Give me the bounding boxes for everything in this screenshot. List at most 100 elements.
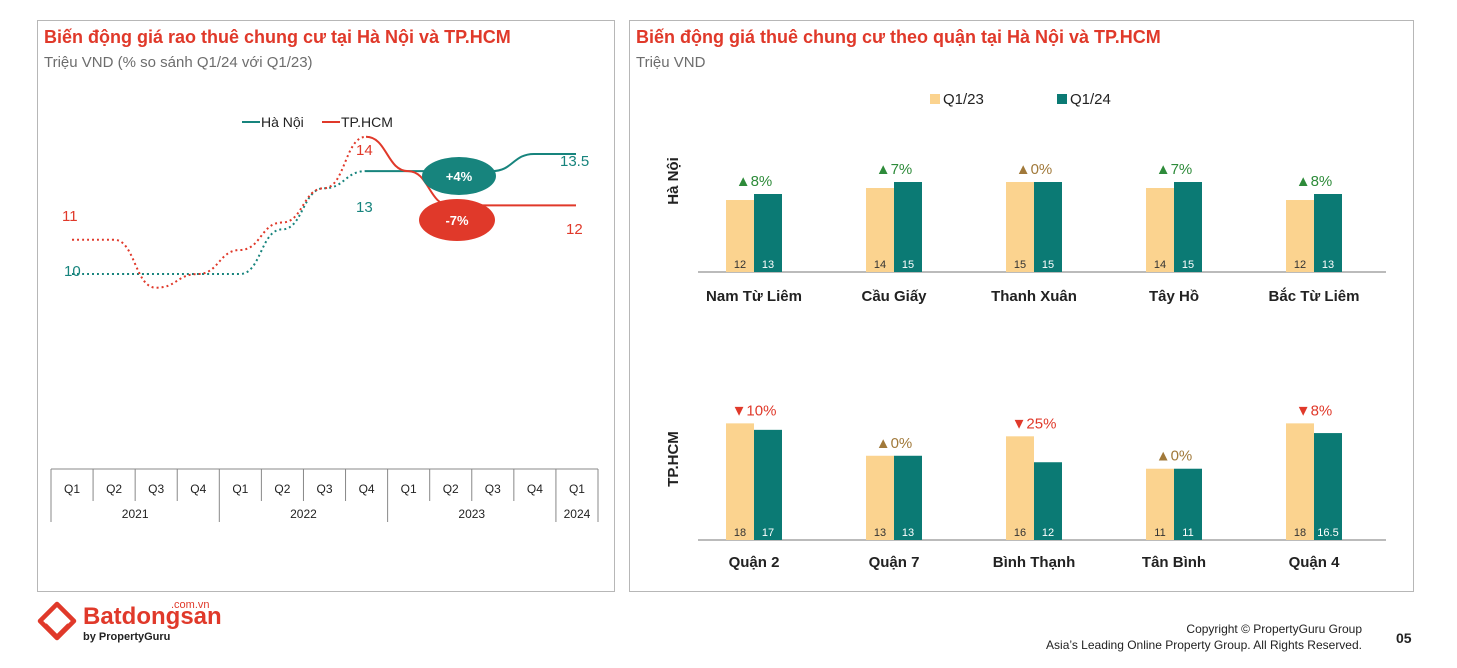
bar-value-label: 11: [1154, 527, 1165, 539]
line-chart: Hà Nội TP.HCM 11 10 14 13 13.5 12 +4% -7% Q1 Q2 Q3 Q4…: [50, 114, 599, 522]
bar-value-label: 16: [1014, 527, 1026, 539]
change-label: ▲0%: [876, 435, 913, 452]
row-label: TP.HCM: [665, 431, 682, 487]
legend-label-hcm: TP.HCM: [341, 114, 393, 130]
logo-brand: Batdongsan: [83, 603, 222, 630]
line-chart-panel: Biến động giá rao thuê chung cư tại Hà N…: [37, 20, 615, 592]
change-label: ▼8%: [1296, 402, 1333, 419]
x-tick-label: Q1: [64, 482, 80, 496]
category-label: Quận 2: [729, 554, 780, 571]
x-year-label: 2024: [564, 507, 591, 521]
category-label: Thanh Xuân: [991, 288, 1077, 305]
category-label: Quận 7: [869, 554, 920, 571]
bar-value-label: 12: [1294, 259, 1306, 271]
change-label: ▲8%: [736, 173, 773, 190]
batdongsan-logo[interactable]: Batdongsan .com.vn by PropertyGuru: [37, 599, 237, 649]
bar-q123: [1286, 423, 1314, 540]
bar-value-label: 15: [1182, 259, 1194, 271]
bar-q124: [1174, 182, 1202, 272]
page-number: 05: [1396, 630, 1412, 646]
bar-value-label: 14: [1154, 259, 1166, 271]
line-chart-subtitle: Triệu VND (% so sánh Q1/24 với Q1/23): [44, 54, 313, 71]
x-tick-label: Q1: [569, 482, 585, 496]
bar-value-label: 13: [874, 527, 886, 539]
bar-q123: [1286, 200, 1314, 272]
x-tick-label: Q3: [485, 482, 501, 496]
change-label: ▼10%: [732, 402, 777, 419]
bar-q124: [894, 182, 922, 272]
change-label: ▲7%: [1156, 161, 1193, 178]
x-tick-label: Q2: [274, 482, 290, 496]
bar-q123: [1146, 468, 1174, 540]
bar-value-label: 15: [902, 259, 914, 271]
bar-value-label: 13: [762, 259, 774, 271]
hanoi-change-badge: [422, 157, 496, 195]
bar-value-label: 18: [734, 527, 746, 539]
bar-q124: [754, 194, 782, 272]
change-label: ▼25%: [1012, 415, 1057, 432]
x-tick-label: Q2: [443, 482, 459, 496]
bar-chart-panel: Biến động giá thuê chung cư theo quận tạ…: [629, 20, 1414, 592]
bar-q123: [726, 423, 754, 540]
bar-q123: [866, 188, 894, 272]
bar-value-label: 11: [1182, 527, 1193, 539]
bar-value-label: 13: [1322, 259, 1334, 271]
bar-q124: [894, 455, 922, 540]
x-year-label: 2022: [290, 507, 317, 521]
change-label: ▲7%: [876, 161, 913, 178]
x-tick-label: Q3: [316, 482, 332, 496]
logo-by: by PropertyGuru: [83, 631, 171, 643]
hcm-start-label: 11: [62, 208, 78, 225]
x-tick-label: Q4: [359, 482, 375, 496]
x-year-label: 2023: [458, 507, 485, 521]
bar-q123: [1146, 188, 1174, 272]
bar-value-label: 12: [734, 259, 746, 271]
bar-q124: [1174, 468, 1202, 540]
row-label: Hà Nội: [665, 157, 682, 205]
legend-swatch-q124: [1057, 94, 1067, 104]
hanoi-end-label: 13.5: [560, 153, 589, 170]
x-tick-label: Q1: [401, 482, 417, 496]
bar-q124: [1034, 182, 1062, 272]
bar-chart: Q1/23 Q1/24 Hà Nội 12 13 ▲8% Nam Từ Liêm 14 15 ▲7…: [665, 91, 1386, 571]
bar-chart-title: Biến động giá thuê chung cư theo quận tạ…: [636, 27, 1161, 47]
category-label: Tân Bình: [1142, 554, 1206, 571]
hcm-change-text: -7%: [445, 213, 469, 228]
copyright-line-1: Copyright © PropertyGuru Group: [1186, 622, 1362, 636]
hcm-end-label: 12: [566, 221, 583, 238]
change-label: ▲8%: [1296, 173, 1333, 190]
x-tick-label: Q2: [106, 482, 122, 496]
x-tick-label: Q1: [232, 482, 248, 496]
category-label: Bắc Từ Liêm: [1269, 287, 1360, 305]
x-tick-label: Q4: [527, 482, 543, 496]
legend-label-q123: Q1/23: [943, 91, 984, 108]
bar-q123: [726, 200, 754, 272]
logo-domain: .com.vn: [171, 599, 210, 611]
bar-chart-subtitle: Triệu VND: [636, 54, 706, 71]
bar-q124: [1034, 462, 1062, 540]
legend-label-hanoi: Hà Nội: [261, 114, 304, 130]
bar-q124: [1314, 194, 1342, 272]
x-tick-label: Q3: [148, 482, 164, 496]
hanoi-change-text: +4%: [446, 169, 473, 184]
hcm-line-dotted: [72, 135, 367, 289]
bar-q123: [866, 455, 894, 540]
hanoi-peak-label: 13: [356, 199, 373, 216]
x-year-label: 2021: [122, 507, 149, 521]
bar-value-label: 15: [1042, 259, 1054, 271]
copyright-line-2: Asia’s Leading Online Property Group. Al…: [1046, 638, 1362, 652]
category-label: Cầu Giấy: [861, 288, 927, 305]
bar-value-label: 16.5: [1317, 527, 1338, 539]
hcm-change-badge: [419, 199, 495, 241]
hcm-peak-label: 14: [356, 142, 373, 159]
category-label: Tây Hồ: [1149, 288, 1199, 305]
logo-mark-icon: [37, 601, 77, 641]
bar-value-label: 15: [1014, 259, 1026, 271]
bar-q124: [754, 429, 782, 540]
bar-q124: [1314, 433, 1342, 540]
category-label: Quận 4: [1289, 554, 1341, 571]
legend-swatch-q123: [930, 94, 940, 104]
bar-value-label: 12: [1042, 527, 1054, 539]
change-label: ▲0%: [1016, 161, 1053, 178]
bar-q123: [1006, 182, 1034, 272]
